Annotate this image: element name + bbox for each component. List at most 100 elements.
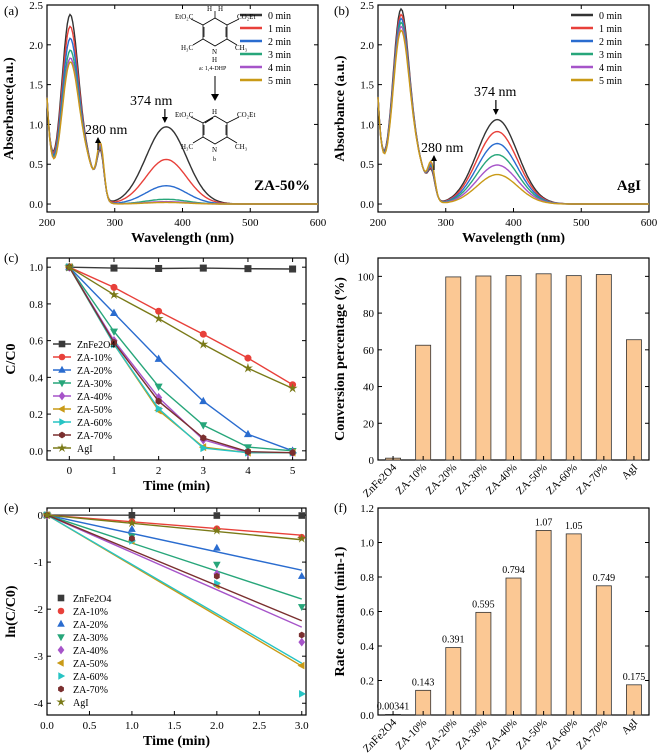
y-tick-label: 1.5 [360,80,374,92]
y-tick-label: 1.0 [29,119,43,131]
x-tick-label: ZA-20% [424,462,460,498]
data-point [297,571,306,579]
annotation-374nm: 374 nm [130,94,173,109]
data-point [200,434,207,442]
x-tick-label: ZA-70% [574,462,610,498]
panel-f: (f) 0.0 0.2 0.4 0.6 0.8 1.0 1.2 Rate constant (… [333,500,650,754]
legend-label: ZA-30% [77,379,112,390]
data-point [298,512,306,519]
bar-7 [595,585,612,716]
data-point [154,383,163,392]
x-tick-label: AgI [619,716,640,737]
x-axis-label: Time (min) [143,479,210,494]
x-axis-label: Wavelength (nm) [462,231,565,246]
plot-frame [46,257,307,461]
y-tick-label: 2.5 [360,0,374,12]
inset-ester-right: CO₂Et [237,13,255,21]
fit-line-3 [46,514,302,600]
legend-label: 2 min [599,37,622,48]
series-line-8 [68,266,293,390]
inset-b-methyl-right: CH₃ [235,143,248,151]
x-tick-label: ZA-40% [484,717,520,753]
bar-5 [535,273,552,461]
data-point [128,524,136,532]
x-tick-label: ZA-30% [454,462,490,498]
y-tick-label: -2 [34,604,43,616]
data-point [155,397,162,405]
x-tick-label: 0.5 [83,720,97,732]
x-tick-label: 600 [641,217,658,229]
bar-4 [505,577,522,716]
legend-label: 1 min [268,24,291,35]
series-line-2 [68,266,293,452]
x-tick-label: 2 [156,465,162,477]
x-tick-label: ZA-50% [514,717,550,753]
x-tick-label: 500 [242,217,259,229]
y-axis-label: ln(C/C0) [4,585,19,637]
legend-label: 5 min [268,76,291,87]
y-tick-label: 1.0 [360,538,374,550]
y-axis-label: Conversion percentage (%) [333,277,348,441]
legend-label: ZA-30% [73,633,108,644]
data-point [297,604,306,612]
data-point [198,339,209,349]
fit-line-1 [46,514,302,536]
legend-marker [58,672,66,680]
panel-d-label: (d) [334,250,349,265]
inset-methyl-right: CH₃ [235,44,248,52]
legend-label: ZA-20% [73,620,108,631]
x-tick-label: 400 [174,217,191,229]
series-line-1 [69,266,293,386]
inset-nh: H [212,56,217,64]
legend-marker [57,405,65,413]
inset-label-a: a: 1,4-DHP [199,66,227,72]
sample-label: ZA-50% [254,178,310,194]
data-point [244,265,252,273]
legend-label: AgI [73,698,89,709]
y-axis-label: Rate constant (min-1) [333,546,348,676]
value-label: 1.07 [535,517,553,528]
y-tick-label: 1.2 [360,503,374,515]
data-point [128,511,136,519]
legend-label: ZA-60% [77,418,112,429]
legend-label: 4 min [599,63,622,74]
value-label: 0.175 [623,672,646,683]
legend-marker [58,391,66,401]
legend-marker [59,431,65,439]
panel-c: (c) 0.0 0.2 0.4 0.6 0.8 1.0 0 1 2 3 4 5 Time (min) C/… [4,250,307,494]
molecule-bottom [190,115,240,145]
legend-marker [57,442,67,453]
y-tick-label: 0.0 [29,199,43,211]
y-tick-label: -1 [34,557,43,569]
plot-frame [46,507,307,716]
data-point [213,512,221,519]
legend-label: ZA-20% [77,366,112,377]
inset-arrow-head [211,94,219,101]
spectrum-line-5 [377,29,649,205]
legend-marker [57,619,65,627]
x-axis-label: Wavelength (nm) [131,231,234,246]
y-tick-label: 60 [363,345,375,357]
legend-marker [56,659,64,667]
data-point [155,264,163,272]
legend-label: ZA-10% [73,607,108,618]
inset-methyl-left: H₃C [181,44,193,52]
x-tick-label: ZA-50% [514,462,550,498]
data-point [289,265,297,273]
x-tick-label: 300 [438,217,455,229]
x-tick-label: ZA-70% [574,717,610,753]
y-tick-label: 2.0 [29,40,43,52]
series-line-0 [69,266,293,270]
data-point [129,535,135,542]
series-line-3 [68,266,293,452]
legend-marker [58,380,66,388]
y-axis-label: C/C0 [4,343,19,374]
bar-7 [595,274,612,461]
legend-label: 5 min [599,76,622,87]
legend-marker [59,418,67,426]
annotation-280nm: 280 nm [421,141,464,156]
legend-marker [58,685,64,693]
y-tick-label: 0.0 [360,199,374,211]
data-point [110,338,118,347]
dhp-structure-inset: EtO₂C CO₂Et H₃C CH₃ H N H H a: 1,4-DHP E… [175,5,255,163]
